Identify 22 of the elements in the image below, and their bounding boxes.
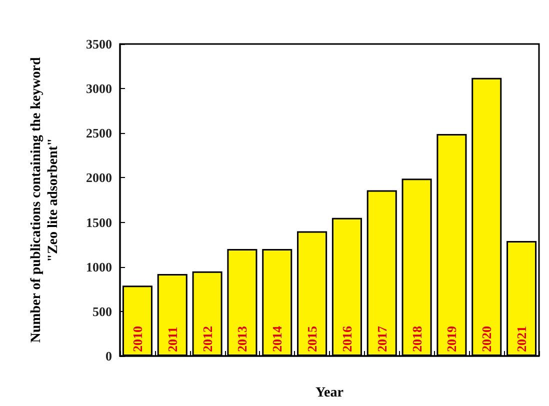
y-tick-label: 2000 [86,170,112,186]
x-tick-label: 2015 [304,326,320,352]
x-tick-label: 2017 [374,326,390,352]
x-tick-label: 2010 [130,326,145,352]
y-tick-label: 500 [92,304,112,319]
x-tick-label: 2021 [514,326,530,352]
y-tick-label: 3500 [86,36,112,52]
x-axis-title: Year [316,386,344,400]
x-tick-label: 2011 [164,326,180,352]
x-tick-label: 2013 [234,326,250,352]
x-tick-label: 2012 [200,326,215,352]
x-tick-label: 2019 [444,326,460,352]
y-tick-label: 1500 [86,214,112,230]
y-tick-label: 0 [106,348,112,364]
y-tick-label: 1000 [86,259,112,274]
y-tick-label: 2500 [86,126,112,141]
y-axis-title: Number of publications containing the keyword "Zeo lite adsorbent" [29,56,61,343]
x-tick-label: 2014 [270,326,285,352]
y-tick-label: 3000 [86,81,112,96]
x-tick-label: 2018 [409,326,424,352]
x-tick-label: 2016 [339,326,354,352]
x-tick-label: 2020 [479,326,494,352]
